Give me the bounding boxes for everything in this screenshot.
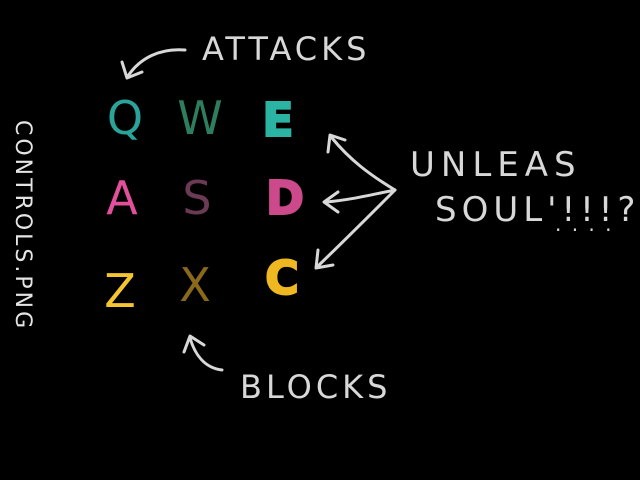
key-e: E — [261, 93, 294, 147]
unleash-dots: . . . . — [555, 212, 614, 236]
unleash-arrow-c-icon — [316, 188, 397, 268]
unleash-arrowhead-d-icon — [322, 190, 340, 214]
attacks-arrow-icon — [126, 48, 187, 78]
unleash-arrow-e-icon — [330, 136, 397, 192]
key-z: Z — [104, 264, 136, 318]
key-q: Q — [106, 91, 144, 145]
key-a: A — [106, 171, 138, 225]
unleash-arrow-d-icon — [324, 188, 397, 204]
blocks-arrowhead-icon — [182, 334, 206, 354]
blocks-arrow-icon — [188, 336, 224, 372]
key-x: X — [179, 258, 211, 312]
attacks-arrowhead-icon — [120, 60, 144, 80]
key-d: D — [265, 171, 305, 225]
unleash-label-line1: UNLEAS — [410, 145, 582, 185]
file-name-label: CONTROLS.PNG — [10, 120, 35, 332]
key-s: S — [182, 171, 212, 225]
attacks-label: ATTACKS — [202, 30, 371, 68]
key-w: W — [177, 91, 223, 145]
unleash-arrowhead-e-icon — [326, 133, 347, 154]
blocks-label: BLOCKS — [240, 368, 392, 406]
unleash-arrowhead-c-icon — [314, 248, 335, 270]
key-c: C — [264, 251, 300, 305]
unleash-label-line2: SOUL'!!!? — [435, 190, 640, 230]
